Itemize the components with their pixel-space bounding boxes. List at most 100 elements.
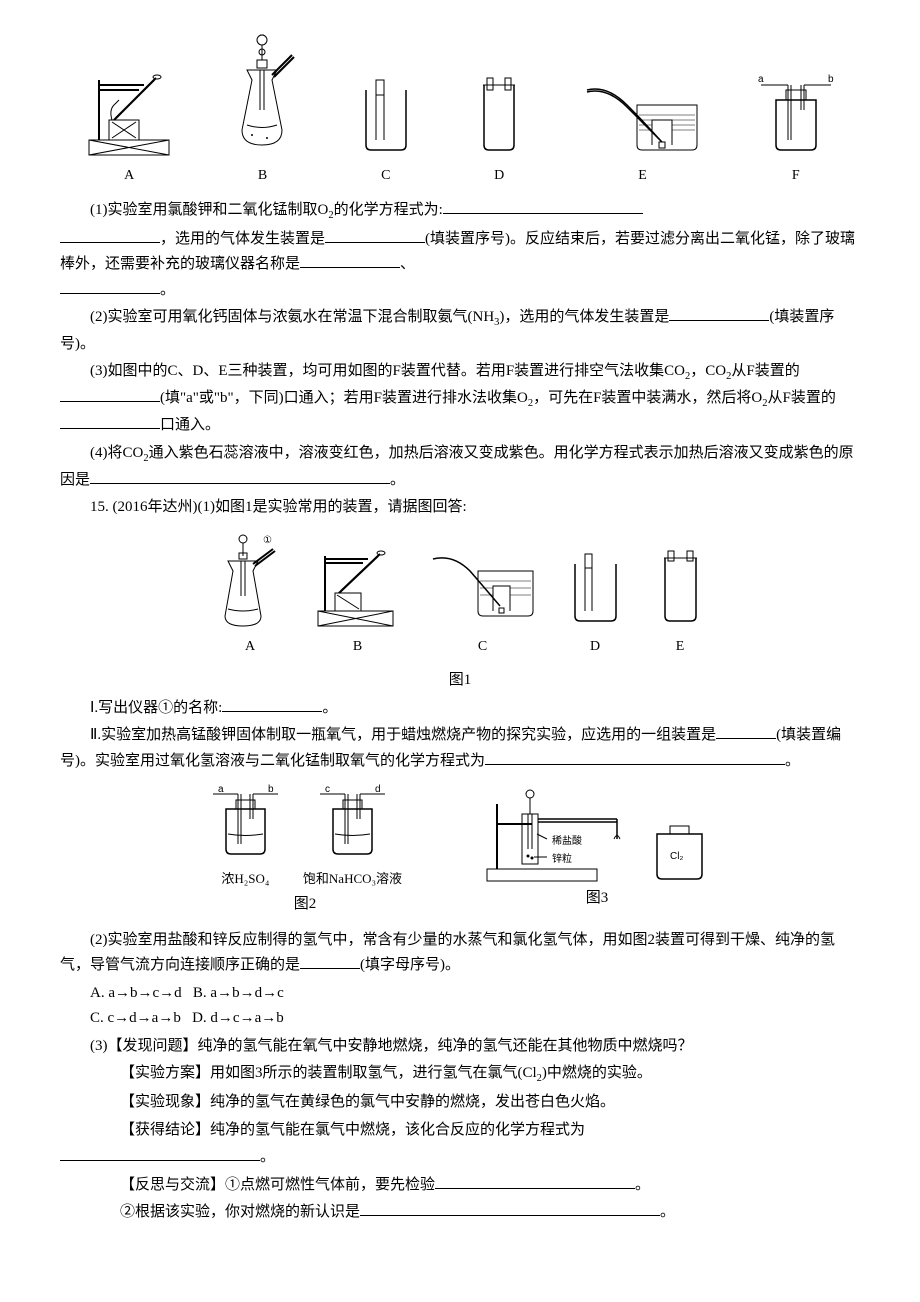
fig1-label-a: A: [245, 635, 255, 659]
fig1-label-e: E: [676, 635, 685, 659]
fig1-caption: 图1: [60, 668, 860, 694]
q1-mid1: 的化学方程式为:: [334, 202, 443, 218]
scheme-a: 【实验方案】用如图3所示的装置制取氢气，进行氢气在氯气(Cl: [120, 1065, 537, 1081]
q15-p1a: Ⅰ.写出仪器①的名称:: [90, 700, 222, 716]
apparatus-row-1: A B C: [60, 30, 860, 188]
opt-c: C. c→d→a→b: [90, 1010, 181, 1026]
options-cd: C. c→d→a→b D. d→c→a→b: [60, 1006, 860, 1032]
fig3-svg: 稀盐酸 锌粒 Cl₂: [482, 784, 712, 884]
refl2-a: ②根据该实验，你对燃烧的新认识是: [120, 1204, 360, 1220]
fig2-b2-svg: c d: [315, 784, 390, 864]
q1-l2a: ，选用的气体发生装置是: [160, 231, 325, 247]
blank: [716, 724, 776, 739]
port-b-text: b: [828, 74, 834, 85]
blank: [90, 469, 390, 484]
q4-text: (4)将CO2通入紫色石蕊溶液中，溶液变红色，加热后溶液又变成紫色。用化学方程式…: [60, 441, 860, 493]
q1-l2c: 、: [400, 256, 415, 272]
svg-text:d: d: [375, 784, 381, 795]
svg-text:Cl₂: Cl₂: [670, 851, 683, 862]
blank: [60, 387, 160, 402]
apparatus-c: C: [351, 70, 421, 188]
q15-p2c: 。: [785, 753, 800, 769]
q15-p2a: Ⅱ.实验室加热高锰酸钾固体制取一瓶氧气，用于蜡烛燃烧产物的探究实验，应选用的一组…: [90, 727, 716, 743]
q15-part2: Ⅱ.实验室加热高锰酸钾固体制取一瓶氧气，用于蜡烛燃烧产物的探究实验，应选用的一组…: [60, 723, 860, 774]
refl2-b: 。: [660, 1204, 675, 1220]
blank: [300, 253, 400, 268]
blank: [669, 306, 769, 321]
svg-text:锌粒: 锌粒: [552, 852, 572, 865]
port-a-text: a: [758, 74, 764, 85]
blank: [300, 954, 360, 969]
label-e: E: [638, 164, 647, 188]
apparatus-b: B: [222, 30, 302, 188]
fig1-row: ① A B C: [60, 531, 860, 659]
q1-line3: 。: [60, 278, 860, 304]
apparatus-d: D: [469, 70, 529, 188]
q15-conclusion: 【获得结论】纯净的氢气能在氯气中燃烧，该化合反应的化学方程式为: [60, 1118, 860, 1144]
concl-b: 。: [260, 1149, 275, 1165]
apparatus-c-svg: [351, 70, 421, 160]
fig1-label-b: B: [353, 635, 362, 659]
q15-header: 15. (2016年达州)(1)如图1是实验常用的装置，请据图回答:: [60, 495, 860, 521]
q3-e: ，可先在F装置中装满水，然后将O: [533, 390, 762, 406]
apparatus-b-svg: [222, 30, 302, 160]
refl-a: 【反思与交流】①点燃可燃性气体前，要先检验: [120, 1177, 435, 1193]
apparatus-e: E: [577, 70, 707, 188]
opt-a: A. a→b→c→d: [90, 985, 182, 1001]
q1-line2: ，选用的气体发生装置是(填装置序号)。反应结束后，若要过滤分离出二氧化锰，除了玻…: [60, 227, 860, 278]
q15-part1: Ⅰ.写出仪器①的名称: 。: [60, 696, 860, 722]
svg-text:稀盐酸: 稀盐酸: [552, 834, 582, 847]
q2-b: )，选用的气体发生装置是: [499, 309, 669, 325]
fig1-a: ① A: [213, 531, 288, 659]
q3-d: (填"a"或"b"，下同)口通入；若用F装置进行排水法收集O: [160, 390, 528, 406]
blank: [60, 279, 160, 294]
q15-q2b: (填字母序号)。: [360, 957, 460, 973]
blank: [485, 750, 785, 765]
fig3-container: 稀盐酸 锌粒 Cl₂ 图3: [482, 784, 712, 918]
fig1-e: E: [653, 546, 708, 659]
blank: [60, 414, 160, 429]
q15-conclusion-blank: 。: [60, 1145, 860, 1171]
fig2-container: a b 浓H₂SO₄ c d: [208, 784, 402, 918]
fig2-fig3-row: a b 浓H₂SO₄ c d: [60, 784, 860, 918]
q1-prefix: (1)实验室用氯酸钾和二氧化锰制取O: [90, 202, 328, 218]
fig2-caption: 图2: [294, 892, 317, 918]
fig2-bottle2: c d 饱和NaHCO₃溶液: [303, 784, 402, 890]
blank: [360, 1201, 660, 1216]
blank: [435, 1174, 635, 1189]
q3-f: 从F装置的: [768, 390, 836, 406]
fig2-bottle1: a b 浓H₂SO₄: [208, 784, 283, 890]
label-f: F: [792, 164, 800, 188]
label-d: D: [494, 164, 504, 188]
q3-text: (3)如图中的C、D、E三种装置，均可用如图的F装置代替。若用F装置进行排空气法…: [60, 359, 860, 438]
q1-line1: (1)实验室用氯酸钾和二氧化锰制取O2的化学方程式为:: [60, 198, 860, 225]
refl-b: 。: [635, 1177, 650, 1193]
fig1-d: D: [563, 546, 628, 659]
q3-g: 口通入。: [160, 417, 220, 433]
fig3-caption: 图3: [586, 886, 609, 912]
svg-text:b: b: [268, 784, 274, 795]
apparatus-e-svg: [577, 70, 707, 160]
fig1-c-svg: [428, 541, 538, 631]
q15-q3: (3)【发现问题】纯净的氢气能在氧气中安静地燃烧，纯净的氢气还能在其他物质中燃烧…: [60, 1034, 860, 1060]
q15-reflection2: ②根据该实验，你对燃烧的新认识是 。: [60, 1200, 860, 1226]
q15-q2: (2)实验室用盐酸和锌反应制得的氢气中，常含有少量的水蒸气和氯化氢气体，用如图2…: [60, 928, 860, 979]
apparatus-f-svg: a b: [756, 70, 836, 160]
q4-a: (4)将CO: [90, 445, 143, 461]
svg-text:c: c: [325, 784, 330, 795]
fig1-c: C: [428, 541, 538, 659]
q2-a: (2)实验室可用氧化钙固体与浓氨水在常温下混合制取氨气(NH: [90, 309, 494, 325]
fig1-e-svg: [653, 546, 708, 631]
label-c: C: [381, 164, 390, 188]
fig1-a-svg: ①: [213, 531, 288, 631]
q15-scheme: 【实验方案】用如图3所示的装置制取氢气，进行氢气在氯气(Cl2)中燃烧的实验。: [60, 1061, 860, 1088]
q15-reflection1: 【反思与交流】①点燃可燃性气体前，要先检验 。: [60, 1173, 860, 1199]
q15-p1b: 。: [322, 700, 337, 716]
scheme-b: )中燃烧的实验。: [542, 1065, 652, 1081]
blank-equation: [443, 199, 643, 214]
apparatus-d-svg: [469, 70, 529, 160]
blank: [60, 228, 160, 243]
fig1-b: B: [313, 531, 403, 659]
apparatus-f: a b F: [756, 70, 836, 188]
concl-a: 【获得结论】纯净的氢气能在氯气中燃烧，该化合反应的化学方程式为: [120, 1122, 585, 1138]
